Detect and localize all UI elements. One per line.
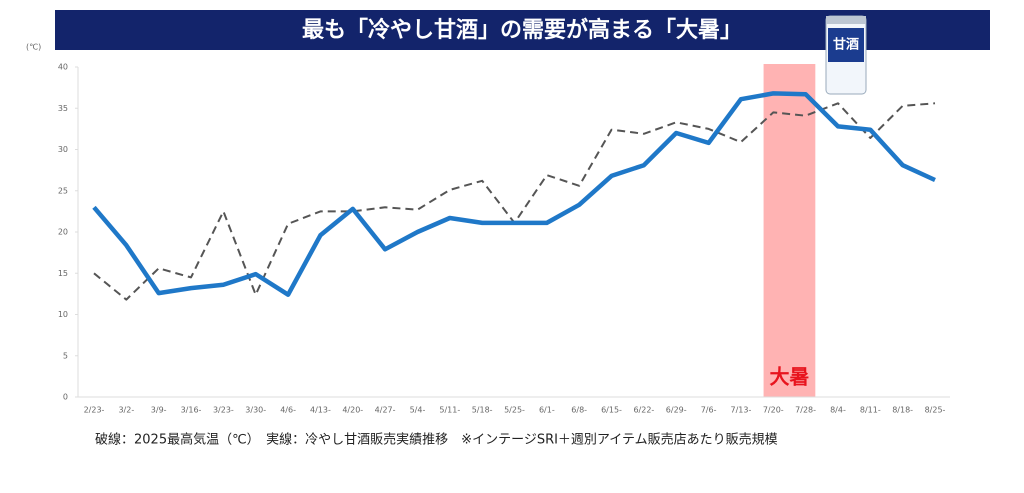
x-tick-label: 8/11-	[860, 406, 881, 415]
x-tick-label: 3/23-	[213, 406, 234, 415]
x-tick-label: 3/16-	[181, 406, 202, 415]
x-tick-label: 4/13-	[310, 406, 331, 415]
x-tick-label: 8/4-	[830, 406, 846, 415]
y-tick-label: 20	[58, 228, 68, 237]
y-tick-label: 35	[58, 104, 68, 113]
x-tick-label: 2/23-	[84, 406, 105, 415]
x-tick-label: 6/29-	[666, 406, 687, 415]
x-tick-label: 6/8-	[571, 406, 587, 415]
x-tick-label: 3/30-	[245, 406, 266, 415]
can-top	[826, 16, 866, 24]
x-tick-label: 6/22-	[633, 406, 654, 415]
series-line	[92, 91, 936, 297]
can-panel	[828, 28, 864, 62]
caption: 破線：2025最高気温（℃） 実線：冷やし甘酒販売実績推移 ※インテージSRI＋…	[95, 432, 778, 448]
y-tick-label: 25	[58, 186, 68, 195]
x-tick-label: 7/13-	[730, 406, 751, 415]
x-tick-label: 5/18-	[472, 406, 493, 415]
x-tick-label: 4/20-	[342, 406, 363, 415]
y-tick-label: 0	[63, 393, 68, 402]
x-tick-label: 4/6-	[280, 406, 296, 415]
y-tick-label: 30	[58, 145, 68, 154]
y-tick-label: 10	[58, 310, 68, 319]
x-tick-label: 6/15-	[601, 406, 622, 415]
x-tick-label: 5/4-	[410, 406, 426, 415]
y-tick-label: 5	[63, 351, 68, 360]
can-label: 甘酒	[833, 37, 859, 53]
x-tick-label: 7/20-	[763, 406, 784, 415]
product-can: 甘酒	[825, 15, 867, 95]
x-tick-label: 5/25-	[504, 406, 525, 415]
x-tick-label: 5/11-	[439, 406, 460, 415]
x-tick-label: 3/2-	[118, 406, 134, 415]
x-tick-label: 6/1-	[539, 406, 555, 415]
x-tick-label: 4/27-	[375, 406, 396, 415]
highlight-label: 大暑	[769, 365, 809, 389]
x-tick-label: 7/6-	[701, 406, 717, 415]
y-tick-label: 15	[58, 269, 68, 278]
x-tick-label: 8/25-	[925, 406, 946, 415]
x-tick-label: 7/28-	[795, 406, 816, 415]
chart-title: 最も「冷やし甘酒」の需要が高まる「大暑」	[302, 17, 742, 43]
y-tick-label: 40	[58, 63, 68, 72]
highlight-band	[763, 64, 816, 397]
y-unit: (℃)	[26, 43, 41, 52]
x-tick-label: 8/18-	[892, 406, 913, 415]
x-tick-label: 3/9-	[151, 406, 167, 415]
